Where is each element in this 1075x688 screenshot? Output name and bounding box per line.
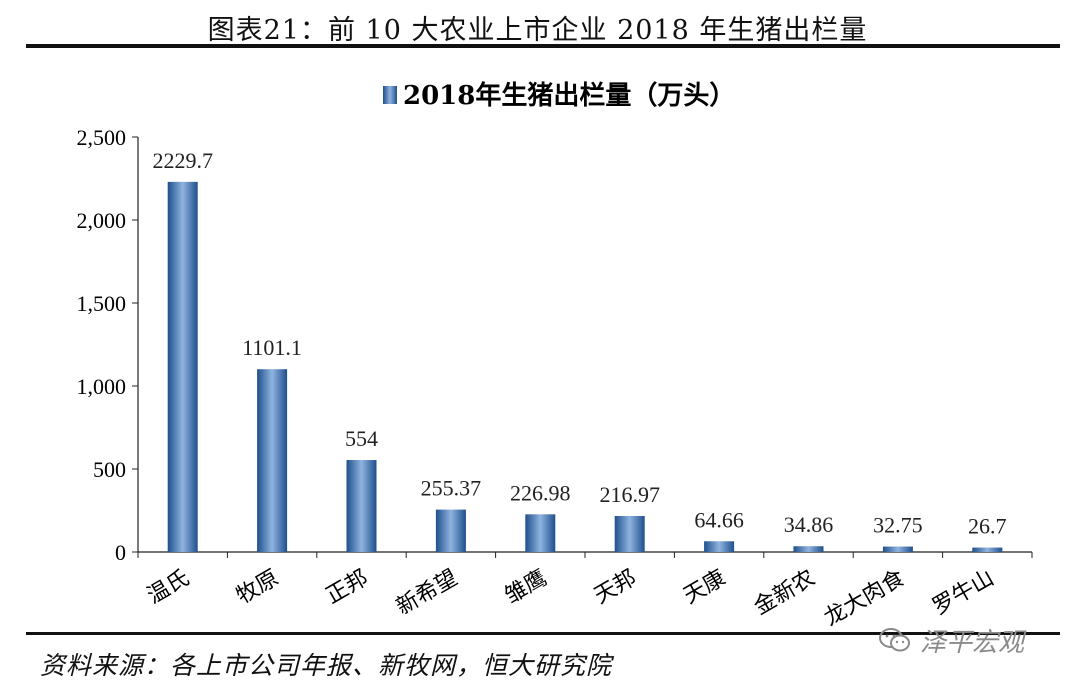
bar (882, 546, 913, 552)
y-tick-label: 500 (93, 457, 126, 482)
x-tick-label: 天邦 (590, 566, 641, 610)
top-rule (26, 44, 1060, 48)
bar (257, 369, 288, 552)
data-label: 64.66 (694, 507, 744, 532)
bar (704, 541, 735, 552)
bar (435, 509, 466, 552)
bar (525, 514, 556, 552)
bottom-rule (26, 632, 1060, 635)
data-label: 34.86 (784, 512, 834, 537)
data-label: 255.37 (421, 476, 482, 501)
data-label: 2229.7 (152, 148, 213, 173)
legend-swatch (383, 86, 397, 104)
x-tick-label: 金新农 (750, 566, 820, 621)
y-tick-label: 0 (115, 540, 126, 565)
x-tick-label: 新希望 (392, 566, 462, 621)
chart-legend: 2018年生猪出栏量（万头） (383, 80, 735, 111)
x-tick-label: 雏鹰 (501, 566, 552, 610)
x-tick-label: 罗牛山 (929, 566, 999, 621)
chart-bars (167, 181, 1003, 552)
data-label: 226.98 (510, 480, 571, 505)
watermark-text: 泽平宏观 (920, 627, 1025, 658)
x-tick-label: 天康 (679, 566, 730, 610)
x-tick-label: 正邦 (322, 566, 373, 610)
legend-label: 2018年生猪出栏量（万头） (403, 80, 735, 111)
figure-title: 图表21：前 10 大农业上市企业 2018 年生猪出栏量 (207, 15, 868, 46)
y-tick-label: 2,000 (77, 208, 127, 233)
bar (614, 515, 645, 552)
data-label: 216.97 (599, 482, 660, 507)
bar (346, 460, 377, 552)
chart-x-ticks: 温氏 牧原 正邦 新希望 雏鹰 天邦 天康 金新农 龙大肉食 罗牛山 (143, 566, 998, 632)
y-tick-label: 1,500 (77, 291, 127, 316)
x-tick-label: 牧原 (232, 566, 283, 610)
chart-data-labels: 2229.7 1101.1 554 255.37 226.98 216.97 64.66 34… (152, 148, 1006, 539)
data-label: 32.75 (873, 513, 923, 538)
bar (793, 546, 824, 552)
y-tick-label: 2,500 (77, 125, 127, 150)
watermark: 泽平宏观 (878, 620, 1024, 660)
bar-chart: 2018年生猪出栏量（万头） 05001,0001,5002,0002,500 … (77, 80, 1033, 632)
source-note: 资料来源：各上市公司年报、新牧网，恒大研究院 (40, 651, 613, 680)
y-tick-label: 1,000 (77, 374, 127, 399)
data-label: 26.7 (968, 514, 1007, 539)
data-label: 554 (345, 426, 378, 451)
wechat-icon (879, 628, 910, 652)
bar (972, 547, 1003, 552)
data-label: 1101.1 (242, 335, 302, 360)
bar (167, 181, 198, 552)
x-tick-label: 温氏 (143, 566, 194, 610)
